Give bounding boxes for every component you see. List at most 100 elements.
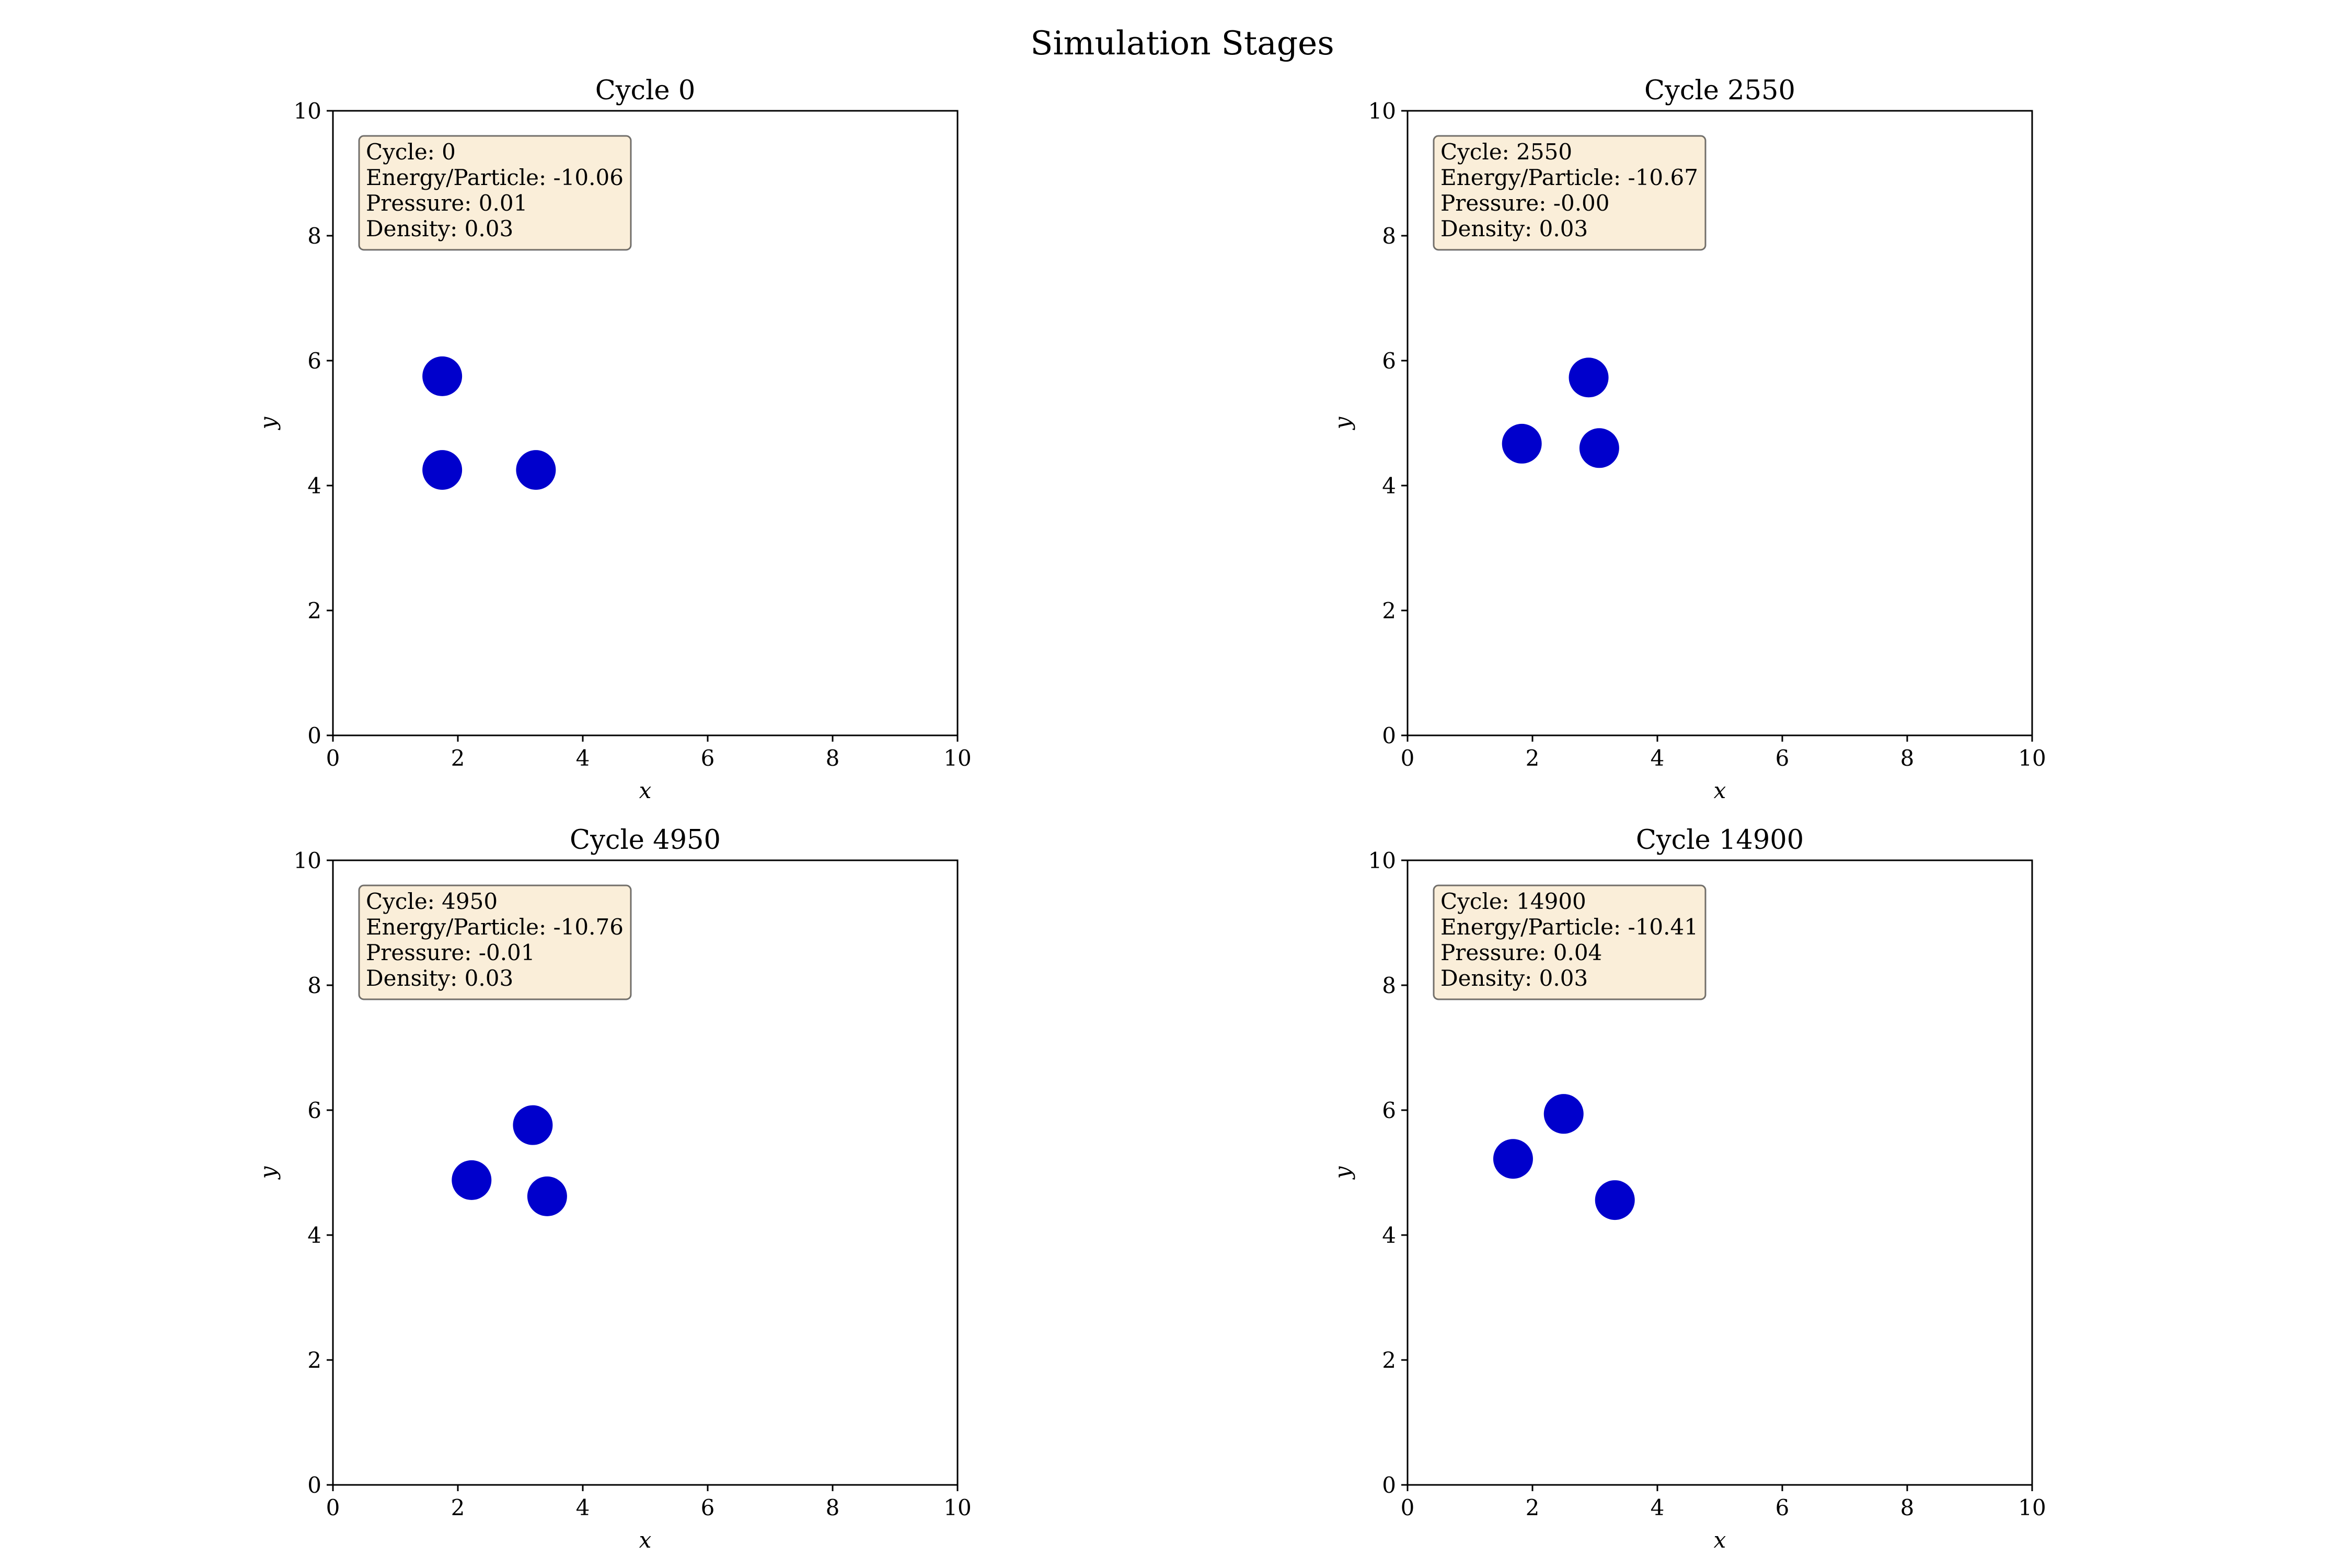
x-axis-label: x: [639, 1527, 652, 1553]
info-line: Energy/Particle: -10.76: [366, 914, 624, 940]
x-tick-label: 0: [1401, 1495, 1415, 1520]
particle-point: [1595, 1180, 1635, 1220]
y-tick-label: 6: [1382, 348, 1396, 374]
subplot-title: Cycle 4950: [570, 825, 721, 856]
info-line: Energy/Particle: -10.67: [1440, 165, 1698, 190]
x-tick-label: 6: [1775, 745, 1790, 771]
x-tick-label: 2: [1526, 745, 1540, 771]
y-tick-label: 4: [1382, 1223, 1396, 1248]
info-line: Density: 0.03: [366, 216, 513, 241]
x-axis-label: x: [1714, 778, 1726, 803]
x-tick-label: 4: [576, 745, 590, 771]
info-line: Cycle: 2550: [1440, 139, 1572, 165]
subplot: Cycle 14900 0 2 4 6 8 10 0 2 4 6 8 10 x y Cycle: 14900E…: [1330, 825, 2046, 1553]
x-tick-label: 8: [1900, 1495, 1915, 1520]
info-line: Pressure: 0.01: [366, 190, 527, 216]
y-tick-label: 2: [1382, 598, 1396, 624]
y-tick-label: 6: [307, 1098, 321, 1123]
info-line: Pressure: -0.01: [366, 940, 535, 965]
info-line: Energy/Particle: -10.41: [1440, 914, 1698, 940]
x-tick-label: 2: [451, 1495, 465, 1520]
x-tick-label: 4: [1651, 1495, 1665, 1520]
x-tick-label: 8: [826, 745, 840, 771]
info-line: Density: 0.03: [1440, 965, 1588, 991]
y-tick-label: 6: [307, 348, 321, 374]
particle-point: [422, 450, 463, 490]
x-tick-label: 8: [1900, 745, 1915, 771]
particle-point: [1579, 428, 1619, 468]
y-tick-label: 8: [307, 223, 321, 249]
y-tick-label: 8: [307, 973, 321, 998]
info-box: [1433, 135, 1707, 251]
y-tick-label: 8: [1382, 223, 1396, 249]
x-tick-label: 10: [2018, 1495, 2046, 1520]
particle-point: [1502, 423, 1542, 464]
x-tick-label: 4: [576, 1495, 590, 1520]
y-axis-label: y: [1330, 416, 1355, 430]
x-tick-label: 0: [326, 745, 340, 771]
y-tick-label: 2: [307, 1347, 321, 1373]
y-tick-label: 6: [1382, 1098, 1396, 1123]
particle-point: [527, 1176, 567, 1216]
info-box: [358, 135, 632, 251]
info-line: Density: 0.03: [1440, 216, 1588, 241]
subplot-title: Cycle 0: [595, 75, 696, 106]
info-line: Cycle: 0: [366, 139, 456, 165]
info-line: Cycle: 14900: [1440, 889, 1586, 914]
x-tick-label: 6: [701, 745, 715, 771]
x-axis-label: x: [639, 778, 652, 803]
subplot: Cycle 2550 0 2 4 6 8 10 0 2 4 6 8 10 x y Cycle: 2550Ene…: [1330, 75, 2046, 803]
particle-point: [1543, 1094, 1584, 1134]
x-tick-label: 0: [1401, 745, 1415, 771]
x-tick-label: 0: [326, 1495, 340, 1520]
y-tick-label: 4: [307, 473, 321, 499]
subplot-title: Cycle 2550: [1644, 75, 1795, 106]
x-tick-label: 6: [1775, 1495, 1790, 1520]
info-line: Pressure: -0.00: [1440, 190, 1610, 216]
info-box: [1433, 884, 1707, 1000]
figure-suptitle: Simulation Stages: [1030, 24, 1334, 62]
x-axis-label: x: [1714, 1527, 1726, 1553]
y-tick-label: 4: [1382, 473, 1396, 499]
x-tick-label: 10: [943, 745, 971, 771]
axes-frame: [1406, 110, 2033, 736]
x-tick-label: 10: [943, 1495, 971, 1520]
info-line: Energy/Particle: -10.06: [366, 165, 624, 190]
x-tick-label: 2: [451, 745, 465, 771]
y-tick-label: 10: [294, 98, 321, 124]
x-tick-label: 8: [826, 1495, 840, 1520]
y-tick-label: 2: [307, 598, 321, 624]
y-tick-label: 0: [307, 723, 321, 748]
particle-point: [422, 356, 463, 396]
x-tick-label: 10: [2018, 745, 2046, 771]
subplot: Cycle 0 0 2 4 6 8 10 0 2 4 6 8 10 x y Cycle: 0Energy/Pa…: [255, 75, 972, 803]
x-tick-label: 6: [701, 1495, 715, 1520]
axes-frame: [1406, 859, 2033, 1486]
y-axis-label: y: [255, 416, 281, 430]
subplot: Cycle 4950 0 2 4 6 8 10 0 2 4 6 8 10 x y Cycle: 4950Ene…: [255, 825, 972, 1553]
axes-frame: [332, 859, 959, 1486]
y-tick-label: 0: [307, 1472, 321, 1498]
y-tick-label: 0: [1382, 723, 1396, 748]
x-tick-label: 2: [1526, 1495, 1540, 1520]
info-line: Cycle: 4950: [366, 889, 498, 914]
particle-point: [452, 1160, 492, 1200]
y-tick-label: 8: [1382, 973, 1396, 998]
particle-point: [516, 450, 556, 490]
y-tick-label: 2: [1382, 1347, 1396, 1373]
info-box: [358, 884, 632, 1000]
axes-frame: [332, 110, 959, 736]
info-line: Pressure: 0.04: [1440, 940, 1602, 965]
particle-point: [513, 1105, 553, 1145]
y-tick-label: 10: [294, 848, 321, 873]
x-tick-label: 4: [1651, 745, 1665, 771]
y-axis-label: y: [1330, 1166, 1355, 1180]
info-line: Density: 0.03: [366, 965, 513, 991]
y-tick-label: 10: [1368, 98, 1396, 124]
particle-point: [1569, 358, 1609, 398]
particle-point: [1493, 1139, 1533, 1179]
y-axis-label: y: [255, 1166, 281, 1180]
y-tick-label: 10: [1368, 848, 1396, 873]
y-tick-label: 0: [1382, 1472, 1396, 1498]
